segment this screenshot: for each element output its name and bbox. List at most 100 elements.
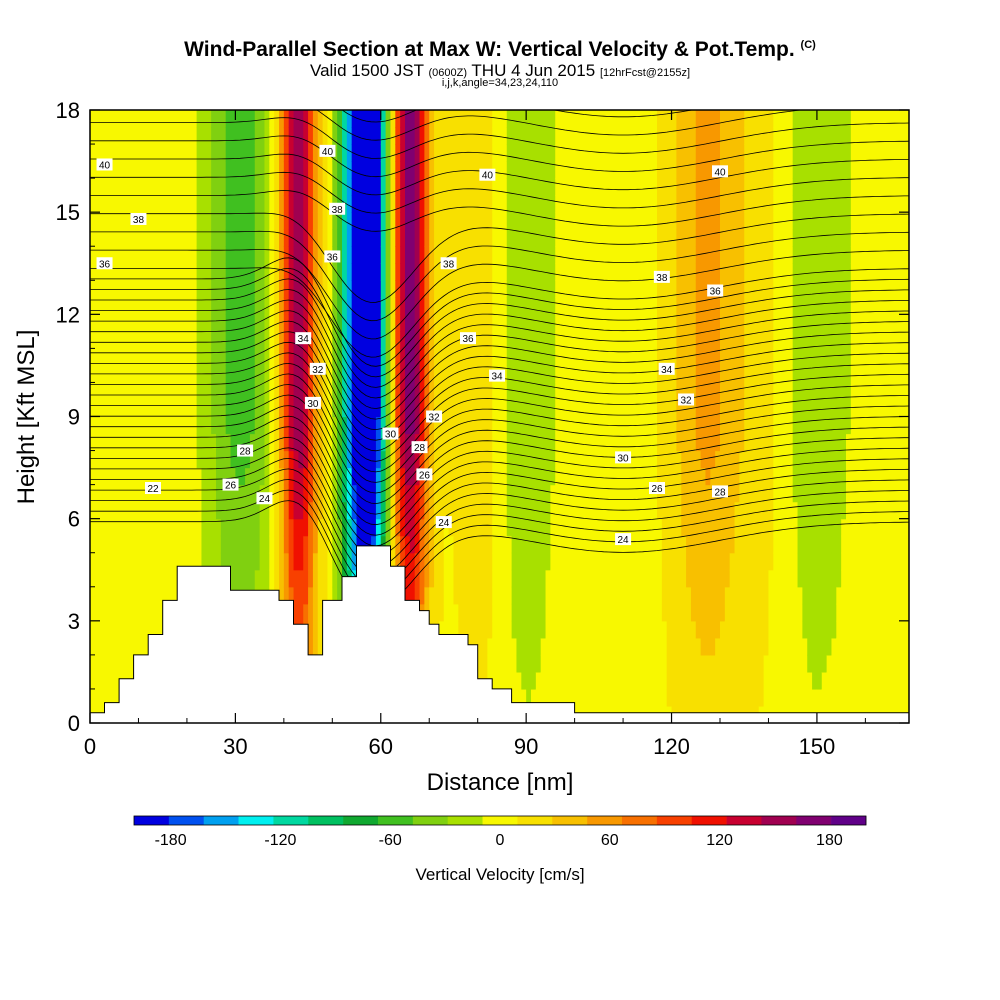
velocity-cell (351, 382, 358, 401)
velocity-cell (453, 620, 459, 639)
velocity-cell (206, 314, 212, 332)
velocity-cell (516, 484, 522, 503)
velocity-cell (623, 229, 629, 247)
velocity-cell (109, 195, 115, 213)
velocity-cell (686, 535, 692, 554)
velocity-cell (308, 144, 314, 162)
velocity-cell (555, 297, 561, 315)
velocity-cell (191, 501, 198, 520)
velocity-cell (128, 246, 135, 264)
velocity-cell (128, 144, 135, 162)
velocity-cell (642, 518, 648, 537)
velocity-cell (555, 467, 561, 486)
velocity-cell (526, 348, 532, 367)
velocity-cell (429, 263, 435, 281)
velocity-cell (361, 365, 367, 384)
velocity-cell (414, 314, 421, 332)
velocity-cell (143, 144, 149, 162)
velocity-cell (739, 161, 745, 179)
velocity-cell (511, 518, 518, 537)
velocity-cell (259, 161, 266, 179)
velocity-cell (657, 552, 663, 571)
velocity-cell (497, 178, 503, 196)
velocity-cell (700, 348, 707, 367)
velocity-cell (463, 586, 469, 605)
velocity-cell (177, 467, 183, 486)
velocity-cell (516, 688, 522, 707)
velocity-cell (298, 569, 304, 588)
velocity-cell (172, 297, 178, 315)
velocity-cell (758, 501, 765, 520)
velocity-cell (637, 501, 644, 520)
velocity-cell (114, 144, 120, 162)
velocity-cell (521, 246, 527, 264)
velocity-cell (720, 552, 726, 571)
velocity-cell (186, 229, 193, 247)
velocity-cell (298, 586, 304, 605)
velocity-cell (739, 671, 745, 690)
velocity-cell (211, 518, 217, 537)
velocity-cell (744, 144, 750, 162)
velocity-cell (90, 144, 96, 162)
velocity-cell (346, 467, 353, 486)
velocity-cell (550, 518, 556, 537)
velocity-cell (346, 161, 353, 179)
velocity-cell (666, 416, 673, 435)
velocity-cell (405, 331, 411, 349)
velocity-cell (705, 433, 711, 452)
velocity-cell (458, 416, 464, 435)
velocity-cell (487, 246, 493, 264)
velocity-cell (584, 518, 590, 537)
velocity-cell (429, 229, 435, 247)
velocity-cell (366, 195, 372, 213)
velocity-cell (589, 501, 595, 520)
velocity-cell (535, 314, 542, 332)
velocity-cell (230, 212, 236, 230)
velocity-cell (564, 620, 571, 639)
velocity-cell (361, 212, 367, 230)
velocity-cell (550, 297, 556, 315)
velocity-cell (681, 144, 687, 162)
velocity-cell (647, 399, 653, 418)
velocity-cell (385, 467, 392, 486)
velocity-cell (458, 297, 464, 315)
velocity-cell (283, 484, 290, 503)
velocity-cell (269, 195, 275, 213)
velocity-cell (448, 161, 455, 179)
velocity-cell (186, 484, 193, 503)
velocity-cell (303, 535, 309, 554)
velocity-cell (177, 144, 183, 162)
velocity-cell (114, 416, 120, 435)
velocity-cell (153, 348, 159, 367)
velocity-cell (724, 535, 731, 554)
velocity-cell (119, 586, 125, 605)
velocity-cell (700, 110, 707, 128)
velocity-cell (749, 620, 755, 639)
velocity-cell (191, 399, 198, 418)
velocity-cell (259, 297, 266, 315)
velocity-cell (608, 603, 614, 622)
velocity-cell (138, 586, 144, 605)
velocity-cell (497, 144, 503, 162)
velocity-cell (438, 161, 445, 179)
velocity-cell (492, 331, 498, 349)
velocity-cell (109, 688, 115, 707)
velocity-cell (380, 399, 387, 418)
velocity-cell (390, 484, 396, 503)
velocity-cell (138, 348, 144, 367)
velocity-cell (569, 178, 576, 196)
velocity-cell (153, 144, 159, 162)
velocity-cell (303, 314, 309, 332)
velocity-cell (90, 433, 96, 452)
velocity-cell (395, 263, 401, 281)
velocity-cell (569, 161, 576, 179)
velocity-cell (395, 484, 401, 503)
velocity-cell (90, 552, 96, 571)
velocity-cell (148, 127, 154, 145)
velocity-cell (216, 127, 222, 145)
velocity-cell (385, 518, 392, 537)
velocity-cell (220, 246, 227, 264)
velocity-cell (642, 501, 648, 520)
velocity-cell (177, 331, 183, 349)
velocity-cell (327, 586, 333, 605)
